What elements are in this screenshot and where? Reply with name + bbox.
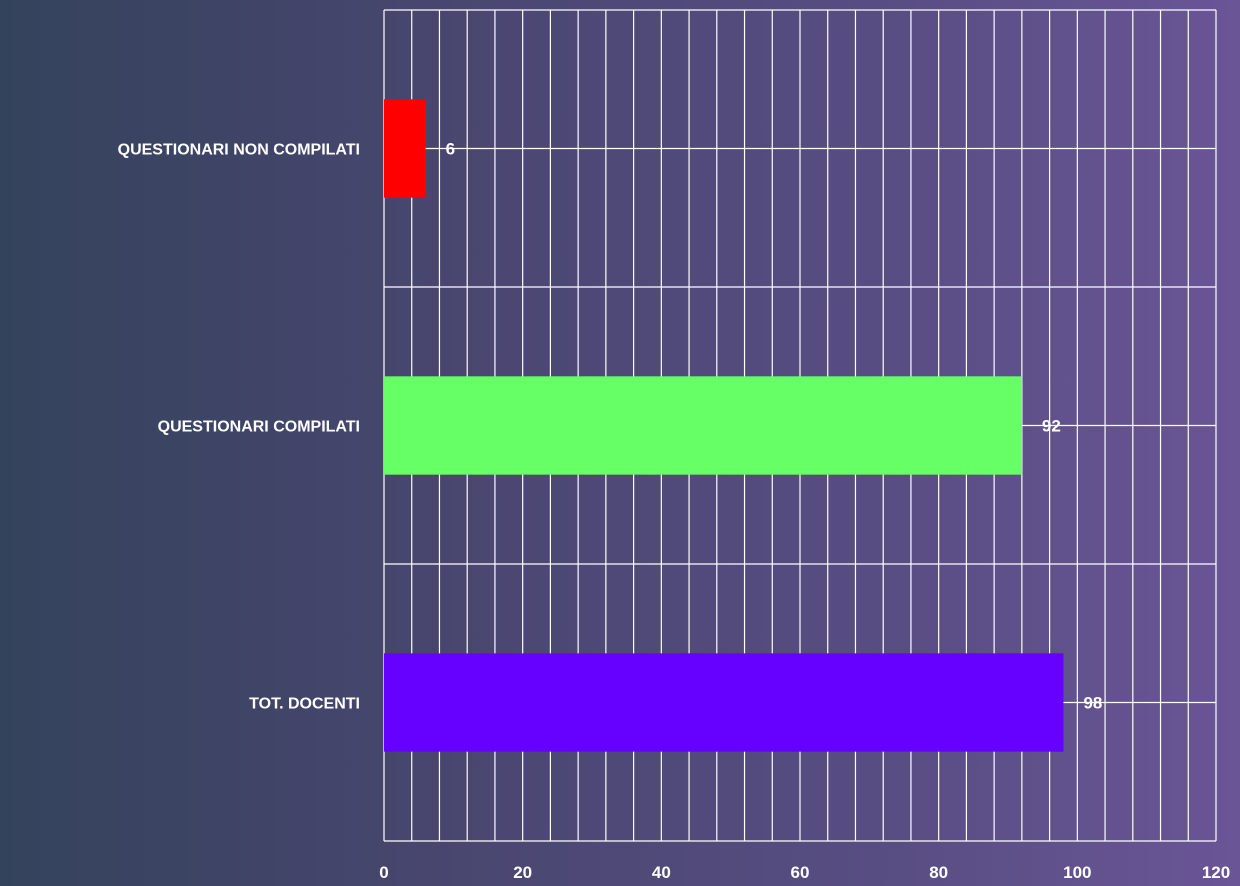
data-label: 6 bbox=[446, 140, 455, 159]
x-tick-label: 60 bbox=[791, 863, 810, 882]
bars bbox=[384, 99, 1064, 752]
x-tick-label: 20 bbox=[513, 863, 532, 882]
data-labels: 6 92 98 bbox=[446, 140, 1103, 713]
x-tick-label: 100 bbox=[1063, 863, 1091, 882]
x-tick-label: 40 bbox=[652, 863, 671, 882]
data-label: 98 bbox=[1083, 694, 1102, 713]
x-axis-ticks: 0 20 40 60 80 100 120 bbox=[379, 863, 1230, 882]
bar bbox=[384, 653, 1064, 752]
bar bbox=[384, 376, 1022, 475]
category-label: TOT. DOCENTI bbox=[249, 696, 360, 713]
x-tick-label: 80 bbox=[929, 863, 948, 882]
x-tick-label: 120 bbox=[1202, 863, 1230, 882]
category-labels: QUESTIONARI NON COMPILATI QUESTIONARI COM… bbox=[118, 142, 360, 713]
x-tick-label: 0 bbox=[379, 863, 388, 882]
category-label: QUESTIONARI COMPILATI bbox=[158, 419, 360, 436]
bar bbox=[384, 99, 426, 198]
data-label: 92 bbox=[1042, 417, 1061, 436]
category-label: QUESTIONARI NON COMPILATI bbox=[118, 142, 360, 159]
